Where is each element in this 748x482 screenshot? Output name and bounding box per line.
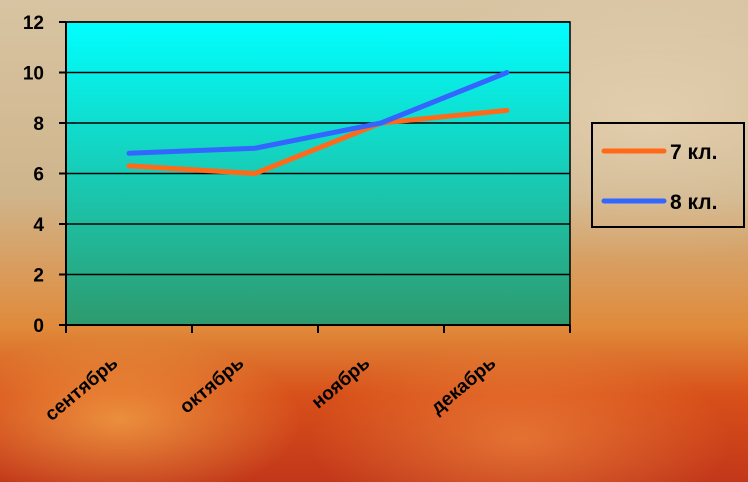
legend-label: 8 кл. bbox=[670, 191, 717, 214]
y-tick-label: 10 bbox=[23, 64, 44, 85]
y-tick-label: 8 bbox=[33, 114, 44, 135]
x-category-label: сентябрь bbox=[41, 353, 122, 426]
y-tick-label: 0 bbox=[33, 316, 44, 337]
legend-label: 7 кл. bbox=[670, 141, 717, 164]
y-tick-label: 4 bbox=[33, 215, 44, 236]
series-lines bbox=[126, 70, 510, 176]
y-tick-label: 2 bbox=[33, 266, 44, 287]
series-line bbox=[126, 107, 510, 176]
y-tick-label: 12 bbox=[23, 13, 44, 34]
y-axis-tick-labels: 0 2 4 6 8 10 12 bbox=[23, 13, 45, 337]
x-category-label: октябрь bbox=[176, 353, 248, 418]
axes bbox=[59, 21, 571, 333]
y-tick-label: 6 bbox=[33, 165, 44, 186]
legend-box bbox=[591, 122, 745, 228]
series-line bbox=[126, 70, 510, 156]
legend: 7 кл. 8 кл. bbox=[591, 122, 745, 228]
gridlines bbox=[66, 21, 570, 276]
x-axis-category-labels: сентябрь октябрь ноябрь декабрь bbox=[41, 353, 500, 426]
x-category-label: декабрь bbox=[427, 353, 500, 419]
x-category-label: ноябрь bbox=[308, 353, 374, 413]
